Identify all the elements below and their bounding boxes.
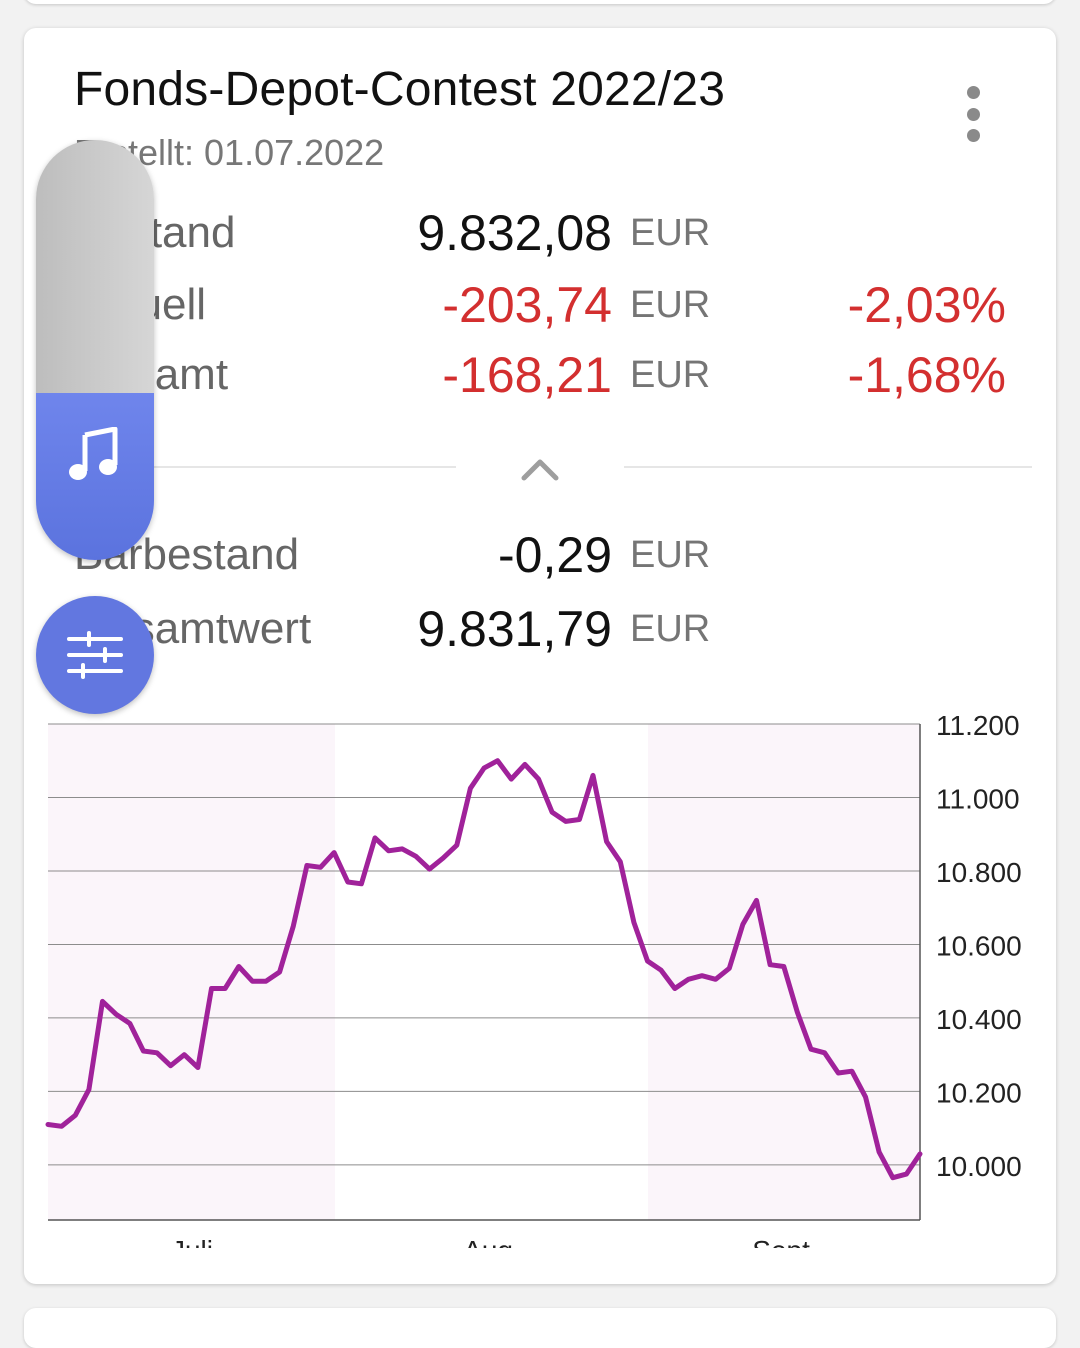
portfolio-card: Fonds-Depot-Contest 2022/23 Erstellt: 01… bbox=[24, 28, 1056, 1284]
row-amount: -168,21 bbox=[442, 347, 612, 403]
row-amount: 9.832,08 bbox=[417, 205, 612, 261]
x-tick-label: Aug. bbox=[463, 1235, 521, 1248]
row-gesamt: Gesamt -168,21 EUR -1,68% bbox=[24, 347, 1056, 410]
y-tick-label: 11.200 bbox=[936, 710, 1020, 741]
row-aktuell: Aktuell -203,74 EUR -2,03% bbox=[24, 277, 1056, 340]
row-barbestand: Barbestand -0,29 EUR bbox=[24, 527, 1056, 590]
more-vert-icon[interactable] bbox=[950, 82, 996, 146]
tune-sliders-icon bbox=[67, 631, 123, 679]
row-gesamtwert: Gesamtwert 9.831,79 EUR bbox=[24, 601, 1056, 664]
series-line bbox=[45, 758, 923, 1181]
card-title: Fonds-Depot-Contest 2022/23 bbox=[74, 63, 726, 116]
tune-button[interactable] bbox=[36, 596, 154, 714]
y-tick-label: 10.200 bbox=[936, 1077, 1022, 1108]
next-card bbox=[24, 1308, 1056, 1348]
row-amount: 9.831,79 bbox=[417, 601, 612, 657]
previous-card bbox=[24, 0, 1056, 4]
music-note-icon bbox=[69, 427, 118, 480]
y-tick-label: 10.600 bbox=[936, 930, 1022, 961]
divider bbox=[124, 466, 456, 468]
x-tick-label: Juli bbox=[171, 1235, 213, 1248]
row-amount: -203,74 bbox=[442, 277, 612, 333]
row-percent: -1,68% bbox=[847, 347, 1006, 403]
divider bbox=[624, 466, 1032, 468]
y-tick-label: 10.000 bbox=[936, 1151, 1022, 1182]
row-percent: -2,03% bbox=[847, 277, 1006, 333]
value-chart: 10.000 10.200 10.400 10.600 10.800 11.000 11.2… bbox=[45, 710, 1022, 1248]
row-amount: -0,29 bbox=[498, 527, 612, 583]
row-unit: EUR bbox=[630, 608, 711, 650]
floating-media-pill[interactable] bbox=[36, 140, 154, 560]
chevron-up-icon[interactable] bbox=[516, 448, 564, 488]
pill-handle[interactable] bbox=[36, 140, 154, 393]
row-bestand: Bestand 9.832,08 EUR bbox=[24, 205, 1056, 268]
y-tick-label: 10.400 bbox=[936, 1004, 1022, 1035]
row-unit: EUR bbox=[630, 212, 711, 254]
row-unit: EUR bbox=[630, 534, 711, 576]
row-unit: EUR bbox=[630, 354, 711, 396]
music-button[interactable] bbox=[36, 393, 154, 560]
y-tick-label: 10.800 bbox=[936, 857, 1022, 888]
month-band-juli bbox=[48, 724, 335, 1220]
x-tick-label: Sept. bbox=[752, 1235, 817, 1248]
y-tick-label: 11.000 bbox=[936, 783, 1020, 814]
row-unit: EUR bbox=[630, 284, 711, 326]
